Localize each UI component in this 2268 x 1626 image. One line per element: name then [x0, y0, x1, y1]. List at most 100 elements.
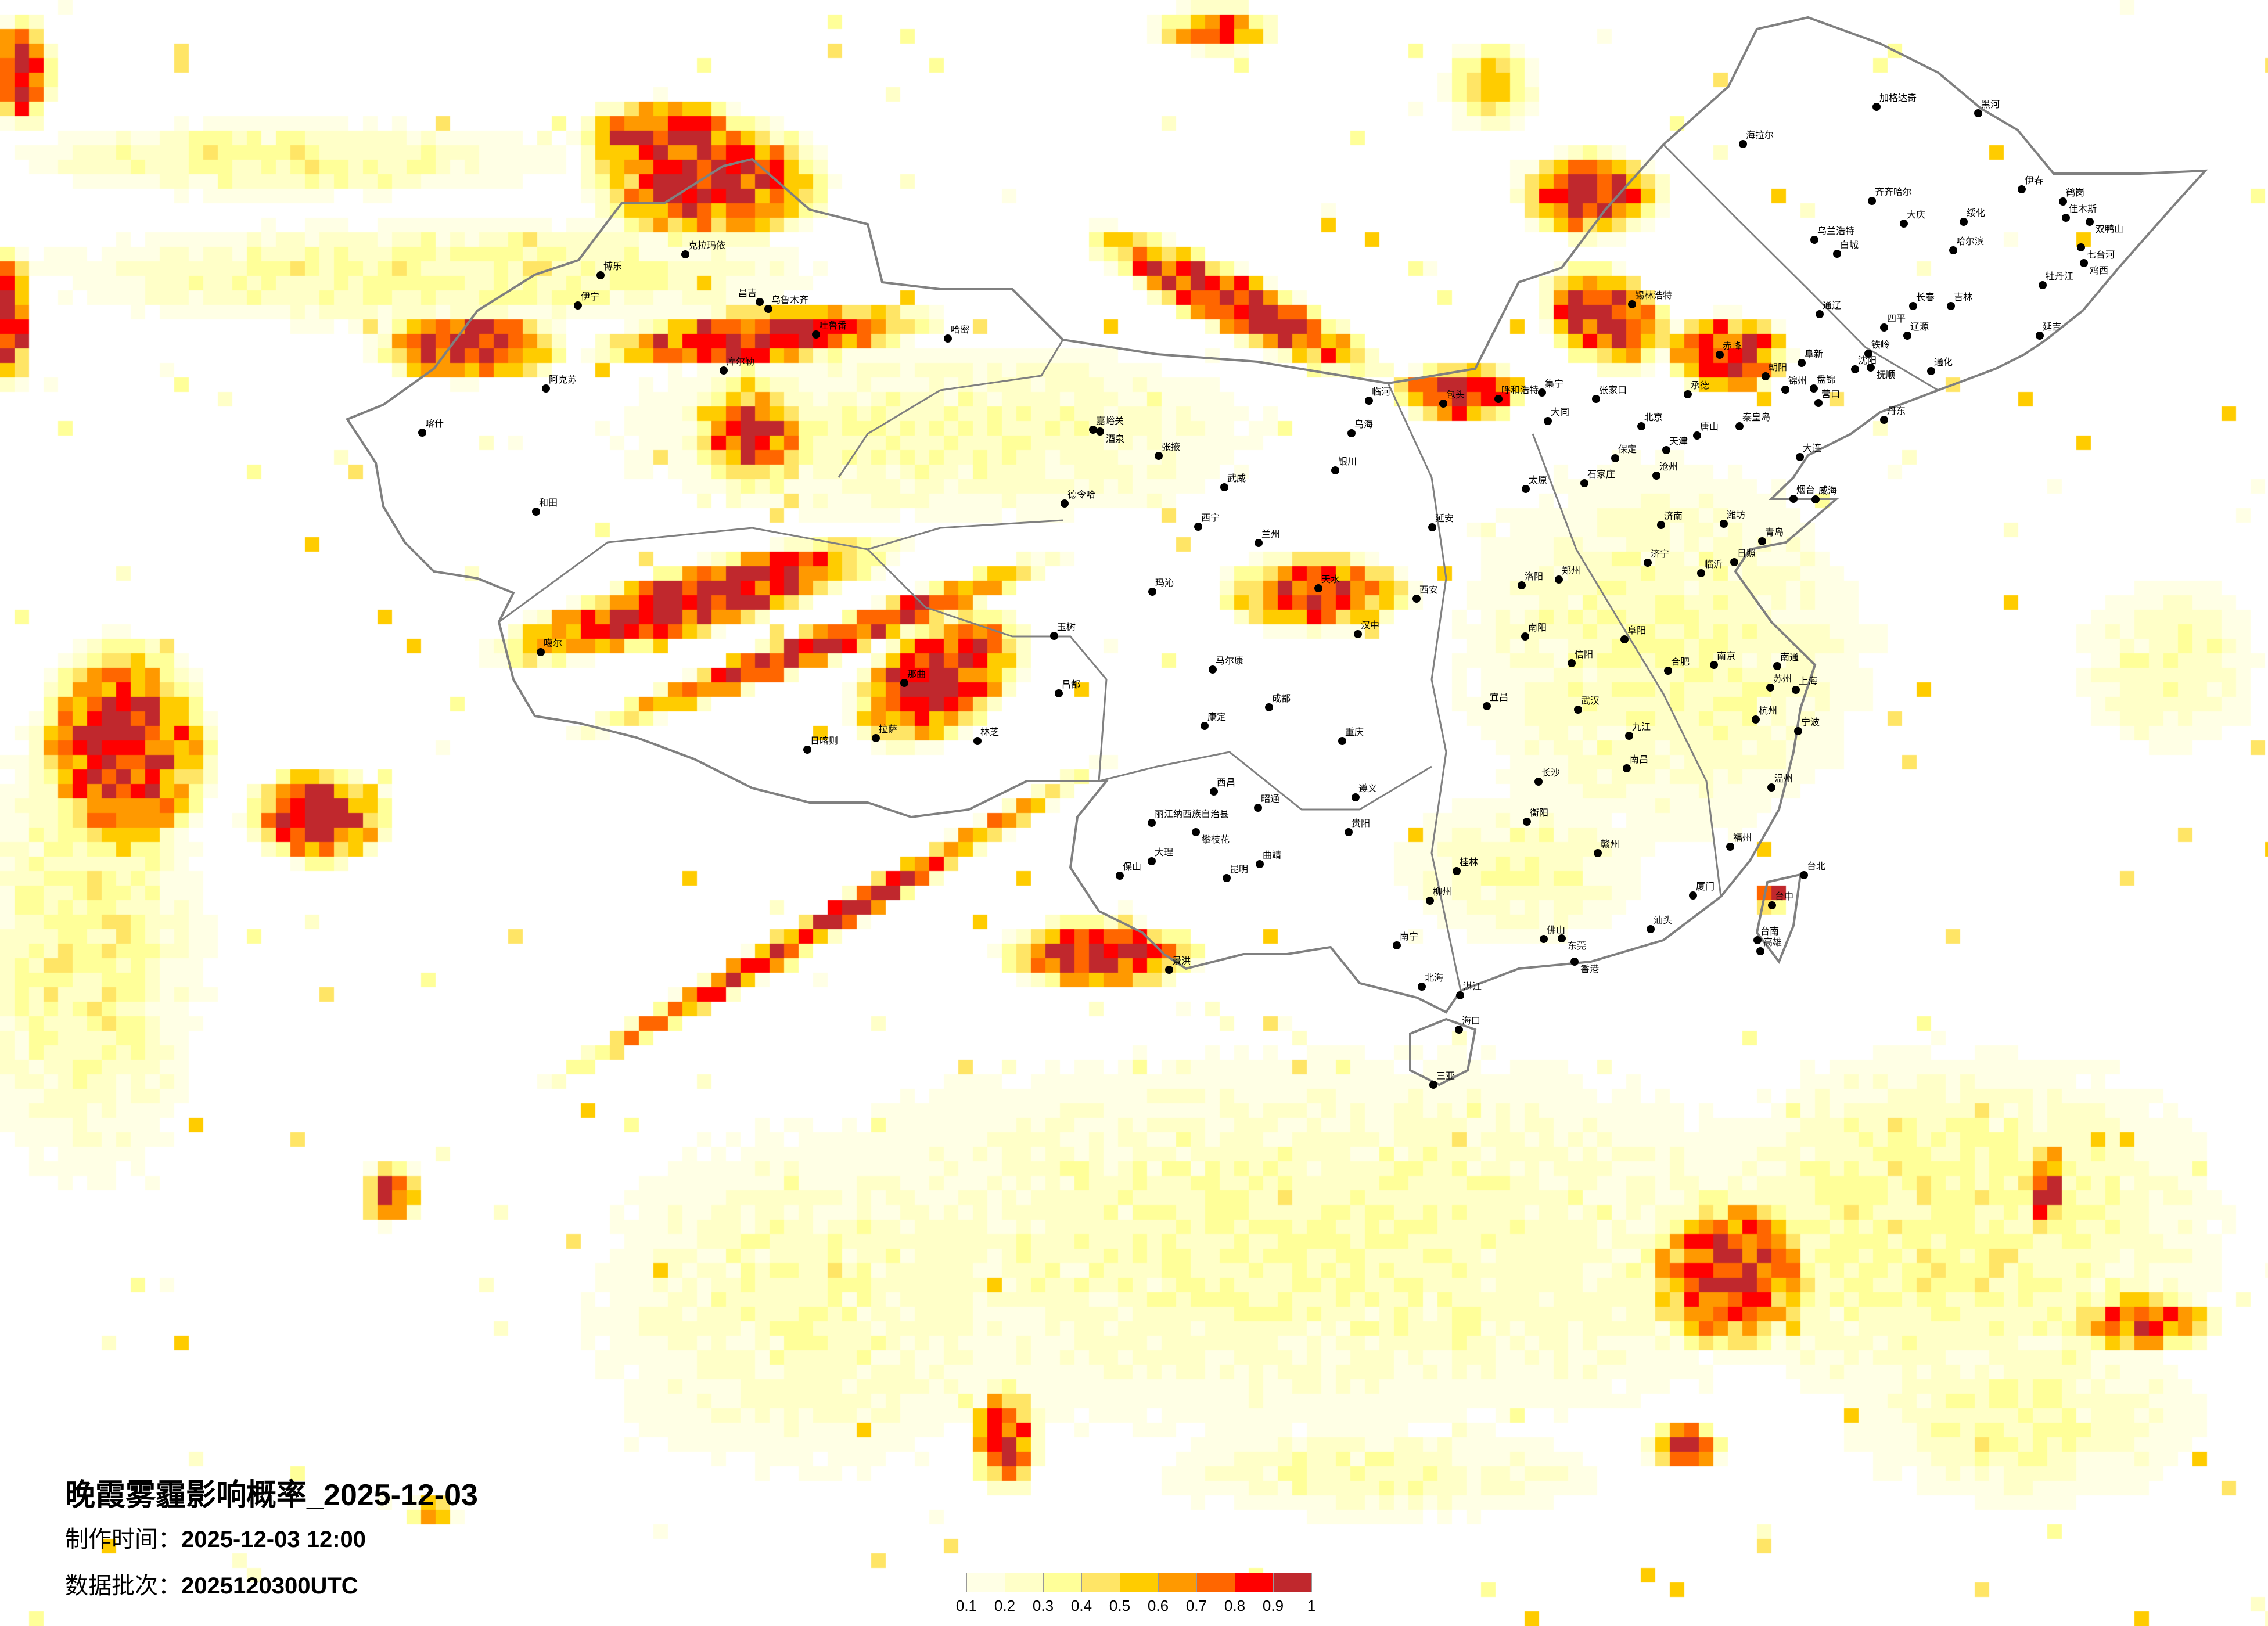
city-marker: 大庆	[1900, 209, 1925, 228]
city-dot-icon	[1055, 689, 1063, 697]
city-label: 长春	[1916, 292, 1935, 303]
city-label: 德令哈	[1067, 489, 1095, 500]
city-dot-icon	[1833, 250, 1841, 258]
city-dot-icon	[1265, 703, 1273, 711]
city-dot-icon	[1623, 764, 1631, 772]
city-dot-icon	[1867, 364, 1875, 372]
city-marker: 丹东	[1880, 405, 1906, 424]
city-marker: 长沙	[1534, 767, 1560, 786]
city-label: 乌兰浩特	[1817, 225, 1854, 236]
city-label: 昭通	[1261, 793, 1279, 804]
city-dot-icon	[681, 250, 689, 258]
city-marker: 合肥	[1664, 656, 1690, 675]
city-marker: 四平	[1880, 313, 1906, 332]
city-label: 海拉尔	[1746, 129, 1774, 141]
city-dot-icon	[1960, 218, 1968, 226]
city-dot-icon	[1314, 584, 1322, 592]
city-dot-icon	[1868, 197, 1876, 205]
city-label: 延安	[1435, 513, 1454, 524]
city-dot-icon	[1594, 849, 1602, 857]
city-label: 石家庄	[1587, 469, 1615, 480]
city-dot-icon	[1664, 667, 1672, 675]
city-marker: 衡阳	[1523, 807, 1548, 826]
city-label: 丹东	[1887, 405, 1906, 416]
city-marker: 乌鲁木齐	[764, 294, 808, 313]
city-dot-icon	[1644, 559, 1652, 567]
city-dot-icon	[418, 429, 426, 437]
city-marker: 秦皇岛	[1735, 412, 1770, 430]
city-dot-icon	[1061, 499, 1069, 508]
city-label: 天水	[1321, 574, 1340, 585]
city-label: 吐鲁番	[819, 320, 847, 331]
city-dot-icon	[1909, 302, 1917, 310]
city-marker: 德令哈	[1061, 489, 1095, 508]
city-dot-icon	[1851, 365, 1859, 373]
legend-tick-label: 0.8	[1224, 1597, 1246, 1614]
legend-tick-label: 1	[1307, 1597, 1316, 1614]
city-label: 衡阳	[1530, 807, 1548, 818]
city-dot-icon	[1647, 925, 1655, 933]
city-dot-icon	[1947, 302, 1955, 310]
gansu-border	[838, 288, 1064, 478]
legend-tick-label: 0.2	[994, 1597, 1016, 1614]
city-dot-icon	[1439, 400, 1447, 408]
city-label: 双鸭山	[2096, 224, 2123, 235]
city-marker: 加格达奇	[1872, 92, 1917, 111]
city-label: 昌吉	[738, 287, 757, 298]
legend-swatch	[1274, 1573, 1311, 1592]
city-marker: 西昌	[1210, 777, 1235, 796]
city-dot-icon	[1570, 958, 1579, 966]
city-label: 盘锦	[1817, 374, 1835, 385]
city-marker: 济南	[1657, 510, 1683, 529]
city-marker: 阿克苏	[542, 374, 577, 393]
city-label: 鸡西	[2090, 265, 2108, 276]
city-label: 天津	[1669, 436, 1688, 447]
city-marker: 博乐	[596, 261, 622, 279]
city-marker: 牡丹江	[2039, 271, 2073, 289]
city-dot-icon	[532, 508, 540, 516]
city-dot-icon	[1756, 947, 1764, 955]
city-label: 厦门	[1696, 881, 1715, 892]
city-dot-icon	[1223, 874, 1231, 882]
city-label: 佛山	[1547, 924, 1565, 936]
city-marker: 烟台	[1789, 484, 1815, 503]
city-marker: 三亚	[1429, 1070, 1455, 1089]
city-label: 康定	[1207, 711, 1226, 722]
data-batch: 数据批次：2025120300UTC	[65, 1567, 358, 1600]
city-dot-icon	[1338, 737, 1346, 745]
city-marker: 通化	[1927, 357, 1953, 375]
city-dot-icon	[756, 298, 764, 306]
city-dot-icon	[1540, 935, 1548, 943]
production-time: 制作时间：2025-12-03 12:00	[65, 1520, 366, 1554]
city-label: 上海	[1799, 675, 1817, 686]
city-marker: 乌兰浩特	[1810, 225, 1854, 244]
city-dot-icon	[1255, 539, 1263, 547]
city-marker: 临河	[1365, 386, 1390, 405]
city-label: 南通	[1780, 652, 1799, 663]
city-marker: 洛阳	[1518, 571, 1543, 589]
city-label: 北京	[1644, 412, 1663, 423]
city-dot-icon	[1693, 431, 1701, 440]
city-label: 玉树	[1057, 621, 1076, 632]
city-label: 营口	[1821, 388, 1840, 400]
city-label: 三亚	[1436, 1070, 1455, 1081]
city-label: 朝阳	[1769, 362, 1787, 373]
city-marker: 石家庄	[1580, 469, 1615, 487]
city-dot-icon	[1220, 483, 1228, 491]
city-dot-icon	[2080, 259, 2088, 267]
city-marker: 张掖	[1155, 441, 1180, 460]
legend-tick-label: 0.5	[1109, 1597, 1131, 1614]
city-dot-icon	[1426, 897, 1434, 905]
city-marker: 保山	[1116, 861, 1141, 880]
map-title: 晚霞雾霾影响概率_2025-12-03	[65, 1478, 478, 1512]
city-marker: 南通	[1773, 652, 1799, 670]
city-marker: 南宁	[1393, 931, 1418, 949]
city-dot-icon	[1794, 727, 1802, 735]
city-dot-icon	[542, 384, 550, 393]
city-dot-icon	[2059, 197, 2067, 206]
city-marker: 日喀则	[803, 735, 838, 754]
city-dot-icon	[1522, 485, 1530, 493]
city-dot-icon	[1544, 417, 1552, 425]
